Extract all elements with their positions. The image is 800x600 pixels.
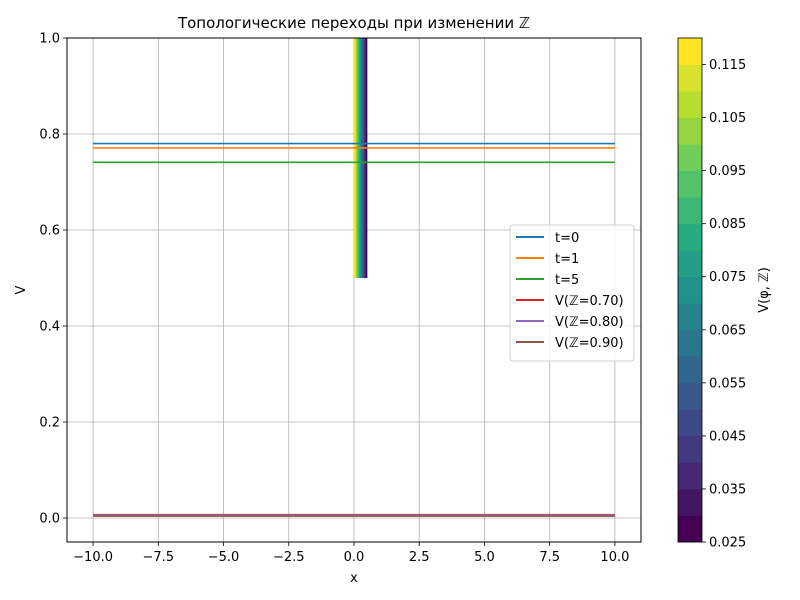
colorbar-frame [677,37,703,543]
y-axis-label: V [14,285,29,294]
legend-label: t=0 [555,231,579,246]
colorbar-segment [678,170,702,198]
colorbar-segment [678,409,702,437]
colorbar-tick-label: 0.055 [709,376,746,391]
x-tick-label: 5.0 [474,550,495,565]
colorbar-segment [678,276,702,304]
colorbar-segment [678,382,702,410]
colorbar-segment [678,356,702,384]
colorbar-segment [678,488,702,516]
y-tick-label: 0.0 [39,512,60,527]
colorbar-segment [678,64,702,92]
contour-band [356,38,359,278]
y-tick-label: 0.4 [39,320,60,335]
y-tick-label: 1.0 [39,32,60,47]
colorbar-segment [678,223,702,251]
x-tick-label: 7.5 [539,550,560,565]
colorbar-segment [678,303,702,331]
colorbar-segment [678,91,702,118]
colorbar-segment [678,329,702,357]
y-axis-ticks: 0.0 0.2 0.4 0.6 0.8 1.0 [39,32,67,527]
legend-label: V(ℤ=0.70) [555,294,624,309]
contour-band [358,38,361,278]
colorbar-tick-label: 0.025 [709,536,746,551]
contour-band [362,38,365,278]
contour-band [355,38,358,278]
y-tick-label: 0.2 [39,416,60,431]
x-tick-label: −5.0 [208,550,240,565]
legend-label: t=1 [555,252,579,267]
x-tick-label: 2.5 [409,550,430,565]
colorbar-label: V(φ, ℤ) [757,267,772,313]
x-tick-label: 0.0 [344,550,365,565]
colorbar-tick-label: 0.095 [709,164,746,179]
contour-region [354,38,368,278]
contour-band [361,38,363,278]
chart-title: Топологические переходы при изменении ℤ [177,14,530,32]
colorbar-tick-label: 0.085 [709,217,746,232]
colorbar-tick-label: 0.075 [709,270,746,285]
colorbar: 0.025 0.035 0.045 0.055 0.065 0.075 0.085 0.095… [677,37,746,551]
x-tick-label: −7.5 [143,550,175,565]
colorbar-segment [678,117,702,145]
y-tick-label: 0.8 [39,128,60,143]
colorbar-tick-label: 0.105 [709,111,746,126]
colorbar-segment [678,250,702,278]
colorbar-tick-label: 0.115 [709,58,746,73]
colorbar-segment [678,197,702,225]
contour-band [365,38,368,278]
colorbar-segment [678,435,702,463]
legend: t=0 t=1 t=5 V(ℤ=0.70) V(ℤ=0.80) V(ℤ=0.90) [509,224,635,362]
x-tick-label: −10.0 [73,550,113,565]
colorbar-segment [678,515,702,543]
contour-band [354,38,356,278]
legend-label: V(ℤ=0.90) [555,336,624,351]
colorbar-segment [678,38,702,65]
colorbar-tick-label: 0.065 [709,323,746,338]
contour-band [359,38,362,278]
y-tick-label: 0.6 [39,224,60,239]
x-axis-label: x [350,571,358,586]
colorbar-tick-label: 0.045 [709,429,746,444]
x-tick-label: −2.5 [273,550,305,565]
x-axis-ticks: −10.0 −7.5 −5.0 −2.5 0.0 2.5 5.0 7.5 10.0 [73,542,629,565]
colorbar-segment [678,144,702,172]
series-lines [93,142,615,517]
legend-label: t=5 [555,273,579,288]
x-tick-label: 10.0 [600,550,629,565]
legend-label: V(ℤ=0.80) [555,315,624,330]
colorbar-segment [678,462,702,490]
contour-band [364,38,366,278]
colorbar-tick-label: 0.035 [709,482,746,497]
